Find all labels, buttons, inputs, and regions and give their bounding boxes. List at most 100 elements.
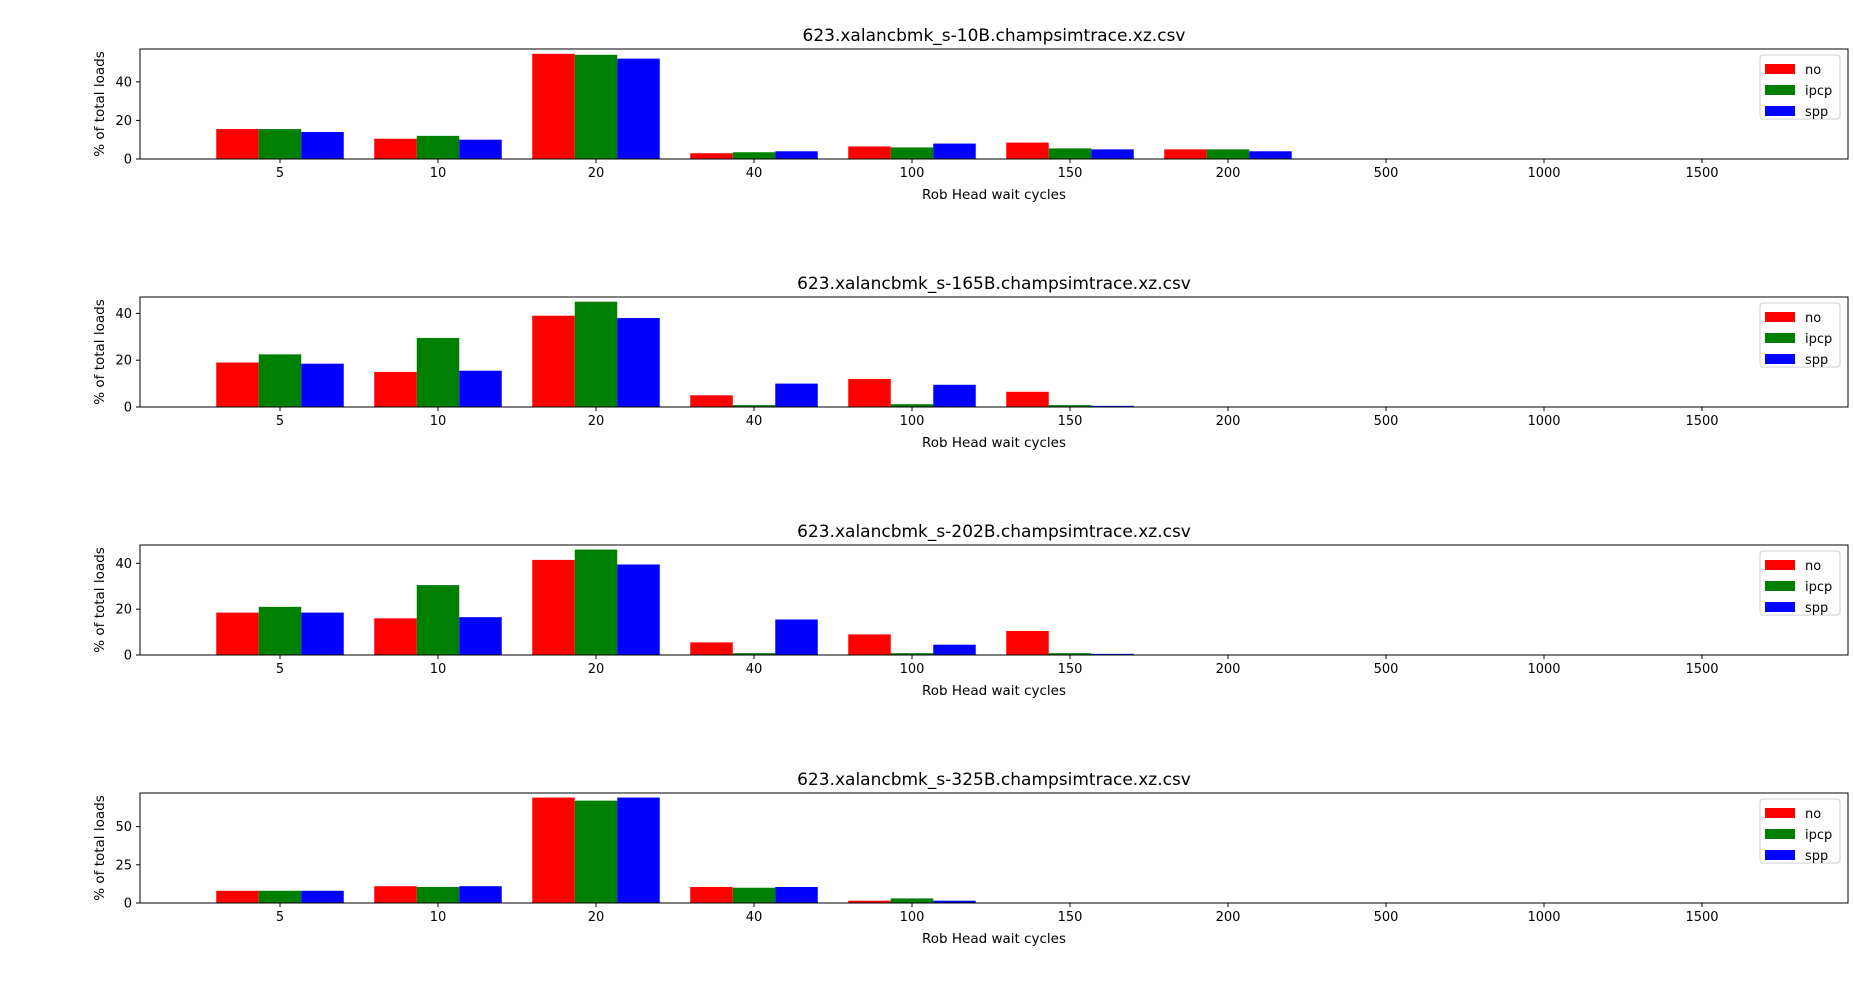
legend-swatch-no [1765, 312, 1795, 322]
bar-no-150 [1006, 142, 1049, 159]
bar-ipcp-5 [258, 606, 302, 655]
y-tick-label: 0 [124, 153, 132, 168]
bar-spp-150 [1091, 149, 1134, 159]
bar-no-10 [374, 371, 417, 407]
x-tick-label: 200 [1216, 414, 1241, 429]
x-tick-label: 5 [276, 166, 284, 181]
bar-no-20 [532, 53, 575, 159]
bar-spp-100 [933, 143, 976, 159]
x-axis-label: Rob Head wait cycles [922, 187, 1066, 203]
y-tick-label: 0 [124, 649, 132, 664]
legend-swatch-ipcp [1765, 581, 1795, 591]
x-tick-label: 500 [1374, 910, 1399, 925]
x-tick-label: 5 [276, 910, 284, 925]
chart-title: 623.xalancbmk_s-165B.champsimtrace.xz.cs… [797, 274, 1191, 294]
bar-no-40 [690, 642, 733, 655]
x-tick-label: 5 [276, 662, 284, 677]
y-axis-label: % of total loads [92, 795, 108, 900]
legend-label-ipcp: ipcp [1805, 580, 1832, 595]
legend-swatch-spp [1765, 602, 1795, 612]
bar-spp-10 [459, 139, 502, 159]
plot-frame [139, 296, 1849, 408]
bar-no-10 [374, 618, 417, 655]
y-tick-label: 20 [115, 354, 132, 369]
bar-spp-10 [459, 370, 502, 407]
bar-ipcp-100 [890, 147, 934, 159]
y-axis-label: % of total loads [92, 547, 108, 652]
x-tick-label: 40 [746, 414, 763, 429]
bar-no-5 [216, 612, 259, 655]
bar-no-10 [374, 138, 417, 159]
x-tick-label: 150 [1058, 662, 1083, 677]
x-tick-label: 20 [588, 166, 605, 181]
bar-no-20 [532, 797, 575, 903]
bar-ipcp-150 [1048, 653, 1092, 655]
y-tick-label: 0 [124, 897, 132, 912]
bar-ipcp-100 [890, 404, 934, 407]
y-tick-label: 20 [115, 603, 132, 618]
plot-frame [139, 792, 1849, 904]
x-tick-label: 10 [430, 910, 447, 925]
bar-spp-5 [301, 612, 344, 655]
bar-ipcp-20 [574, 800, 618, 903]
x-tick-label: 20 [588, 662, 605, 677]
y-tick-label: 40 [115, 557, 132, 572]
y-axis-label: % of total loads [92, 299, 108, 404]
legend-swatch-spp [1765, 354, 1795, 364]
x-tick-label: 40 [746, 662, 763, 677]
x-tick-label: 1000 [1527, 910, 1560, 925]
bar-no-40 [690, 886, 733, 903]
bar-spp-20 [617, 318, 660, 407]
y-tick-label: 40 [115, 75, 132, 90]
bar-ipcp-20 [574, 549, 618, 655]
x-tick-label: 100 [900, 910, 925, 925]
x-tick-label: 20 [588, 910, 605, 925]
legend-label-no: no [1805, 311, 1821, 326]
x-tick-label: 40 [746, 910, 763, 925]
plot-frame [139, 544, 1849, 656]
bar-no-200 [1164, 149, 1207, 159]
x-axis-label: Rob Head wait cycles [922, 931, 1066, 947]
legend-label-ipcp: ipcp [1805, 332, 1832, 347]
bar-spp-20 [617, 58, 660, 159]
bar-spp-5 [301, 363, 344, 407]
bar-ipcp-40 [732, 405, 776, 407]
chart-title: 623.xalancbmk_s-325B.champsimtrace.xz.cs… [797, 770, 1191, 790]
bar-ipcp-100 [890, 898, 934, 903]
legend-swatch-no [1765, 808, 1795, 818]
bar-no-100 [848, 378, 891, 407]
bar-no-40 [690, 153, 733, 159]
bar-no-5 [216, 362, 259, 407]
x-tick-label: 100 [900, 662, 925, 677]
bar-ipcp-100 [890, 653, 934, 655]
bar-ipcp-150 [1048, 148, 1092, 159]
bar-ipcp-10 [416, 585, 460, 655]
chart-1: 623.xalancbmk_s-10B.champsimtrace.xz.csv… [92, 26, 1849, 203]
bar-spp-10 [459, 617, 502, 655]
bar-ipcp-20 [574, 54, 618, 159]
legend: no ipcp spp [1759, 798, 1841, 864]
x-tick-label: 500 [1374, 414, 1399, 429]
bar-no-150 [1006, 630, 1049, 655]
x-tick-label: 100 [900, 166, 925, 181]
x-tick-label: 150 [1058, 166, 1083, 181]
bar-ipcp-150 [1048, 405, 1092, 407]
chart-4: 623.xalancbmk_s-325B.champsimtrace.xz.cs… [92, 770, 1849, 947]
legend-label-no: no [1805, 63, 1821, 78]
bar-spp-20 [617, 797, 660, 903]
x-tick-label: 1000 [1527, 166, 1560, 181]
bar-ipcp-40 [732, 887, 776, 903]
x-tick-label: 1500 [1685, 166, 1718, 181]
x-tick-label: 200 [1216, 662, 1241, 677]
x-tick-label: 10 [430, 414, 447, 429]
bar-no-100 [848, 146, 891, 159]
y-tick-label: 40 [115, 307, 132, 322]
x-axis-label: Rob Head wait cycles [922, 683, 1066, 699]
chart-2: 623.xalancbmk_s-165B.champsimtrace.xz.cs… [92, 274, 1849, 451]
bar-spp-20 [617, 564, 660, 655]
x-tick-label: 10 [430, 662, 447, 677]
bar-ipcp-5 [258, 890, 302, 903]
bar-no-40 [690, 395, 733, 407]
legend-swatch-spp [1765, 850, 1795, 860]
y-axis-label: % of total loads [92, 51, 108, 156]
